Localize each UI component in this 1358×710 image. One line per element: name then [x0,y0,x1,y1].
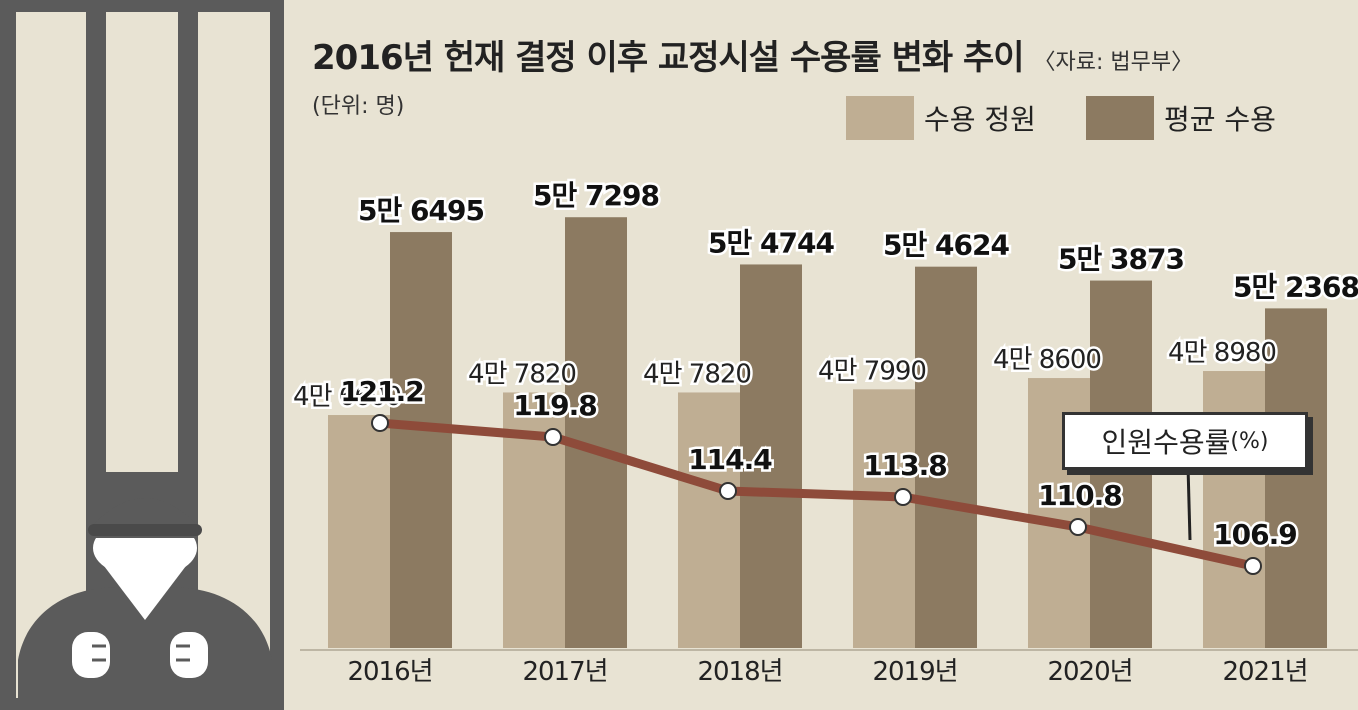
data-label-average: 5만 6495 [358,194,484,227]
bar-capacity [328,415,390,648]
bar-average [565,217,627,648]
x-tick-label: 2017년 [522,657,607,687]
rate-label: 110.8 [1038,479,1122,512]
data-label-capacity: 4만 7820 [468,359,576,389]
cell-wall-panel [16,12,86,698]
data-label-average: 5만 7298 [533,179,659,212]
rate-label: 114.4 [688,443,772,476]
prisoner-hand-icon [170,632,208,678]
data-label-average: 5만 2368 [1233,270,1358,303]
legend-swatch-average [1086,96,1154,140]
bar-average [915,266,977,648]
legend-item-capacity: 수용 정원 [846,96,1036,140]
rate-callout-label: 인원수용률 [1101,426,1231,459]
rate-label: 119.8 [513,389,597,422]
data-label-capacity: 4만 6600 [293,382,401,412]
legend-label-capacity: 수용 정원 [924,103,1036,136]
x-tick-label: 2020년 [1047,657,1132,687]
x-tick-label: 2018년 [697,657,782,687]
rate-label: 121.2 [340,375,424,408]
finger-lines-icon [92,644,106,662]
rate-line [375,418,1258,571]
rate-point [1244,557,1262,575]
rate-label: 106.9 [1213,518,1297,551]
bar-average [740,264,802,648]
x-tick-label: 2021년 [1222,657,1307,687]
legend-swatch-capacity [846,96,914,140]
chart-source: 〈자료: 법무부〉 [1033,50,1194,75]
data-label-capacity: 4만 8980 [1168,338,1276,368]
legend-label-average: 평균 수용 [1164,103,1276,136]
rate-point [1069,518,1087,536]
rate-callout: 인원수용률 (%) [1062,412,1308,470]
bar-capacity [853,389,915,648]
x-tick-label: 2016년 [347,657,432,687]
rate-callout-unit: (%) [1230,428,1269,454]
finger-lines-icon [176,644,190,662]
chart-unit: (단위: 명) [312,94,405,119]
prisoner-hand-icon [72,632,110,678]
rate-point [894,488,912,506]
cell-wall-panel [198,12,270,698]
data-label-average: 5만 4744 [708,226,834,259]
rate-label: 113.8 [863,449,947,482]
data-label-capacity: 4만 7820 [643,359,751,389]
data-label-average: 5만 4624 [883,229,1009,262]
chart-title: 2016년 헌재 결정 이후 교정시설 수용률 변화 추이 〈자료: 법무부〉 [312,38,1194,78]
data-label-average: 5만 3873 [1058,243,1184,276]
data-label-capacity: 4만 7990 [818,356,926,386]
cell-wall-panel [106,12,178,472]
data-label-capacity: 4만 8600 [993,345,1101,375]
x-tick-label: 2019년 [872,657,957,687]
bar-average [1265,308,1327,648]
bar-capacity [678,392,740,648]
prisoner-body-icon [18,587,272,710]
prisoner-hat-brim-icon [88,524,202,536]
bar-average [390,232,452,649]
callout-pointer [1186,465,1192,541]
prisoner-illustration [0,0,290,710]
rate-point [719,482,737,500]
illustration-divider [284,0,290,710]
rate-point [544,428,562,446]
rate-point [371,414,389,432]
legend-item-average: 평균 수용 [1086,96,1276,140]
